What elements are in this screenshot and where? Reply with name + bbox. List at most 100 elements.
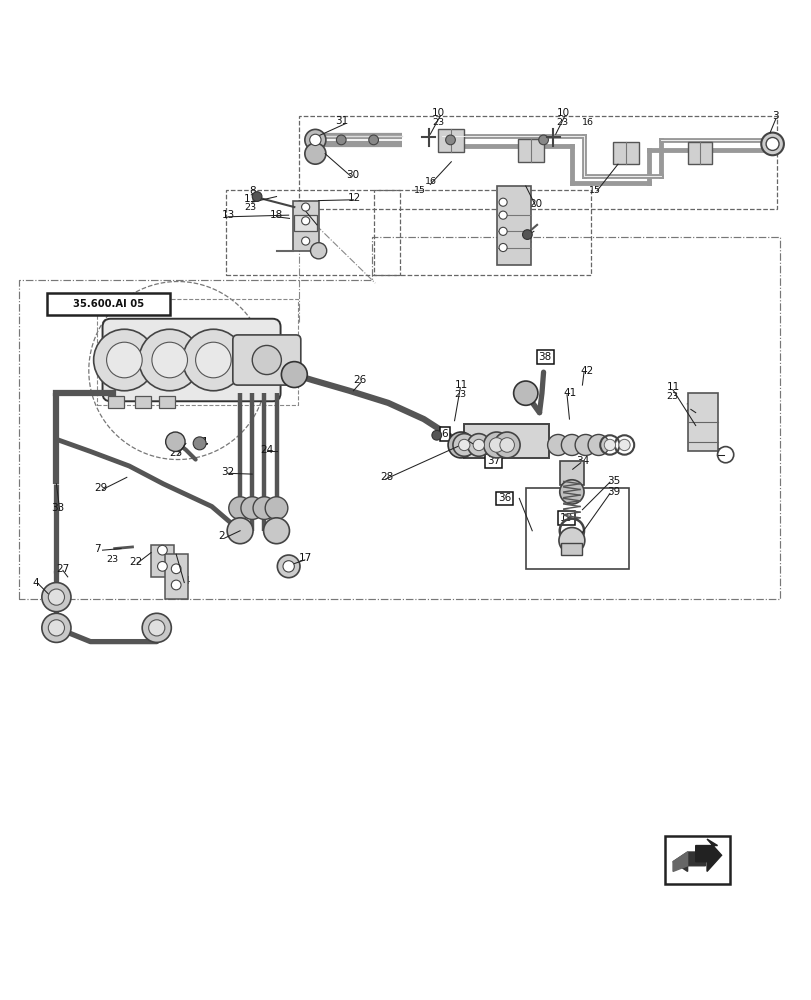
Bar: [525, 488, 629, 569]
Text: 15: 15: [588, 186, 600, 195]
Text: 40: 40: [495, 440, 508, 450]
Bar: [159, 396, 175, 408]
Circle shape: [301, 217, 309, 225]
Circle shape: [171, 564, 181, 574]
Text: 9: 9: [295, 200, 303, 210]
Bar: [664, 836, 729, 884]
Circle shape: [448, 432, 474, 458]
Text: 36: 36: [497, 493, 511, 503]
Bar: [438, 129, 464, 152]
Circle shape: [139, 329, 200, 391]
Text: 2: 2: [464, 434, 470, 444]
FancyBboxPatch shape: [233, 335, 300, 385]
Circle shape: [42, 583, 71, 612]
Bar: [165, 554, 187, 599]
Circle shape: [49, 620, 64, 636]
Circle shape: [560, 434, 581, 455]
Circle shape: [165, 432, 185, 451]
Bar: [135, 396, 151, 408]
Polygon shape: [672, 852, 705, 871]
Circle shape: [559, 480, 583, 504]
Circle shape: [49, 589, 64, 605]
Circle shape: [494, 432, 520, 458]
Circle shape: [301, 203, 309, 211]
Text: 7: 7: [94, 544, 101, 554]
Circle shape: [499, 211, 507, 219]
Text: 23: 23: [454, 390, 466, 399]
Circle shape: [538, 135, 547, 145]
Circle shape: [489, 438, 504, 452]
Circle shape: [431, 430, 441, 440]
Circle shape: [265, 497, 287, 519]
Text: 25: 25: [169, 448, 182, 458]
Text: 39: 39: [606, 487, 619, 497]
Circle shape: [182, 329, 244, 391]
Circle shape: [309, 134, 320, 146]
Circle shape: [152, 342, 187, 378]
Text: 23: 23: [556, 118, 568, 127]
Text: 30: 30: [345, 170, 358, 180]
Text: 35: 35: [606, 476, 619, 486]
Circle shape: [483, 432, 509, 458]
Circle shape: [499, 243, 507, 252]
Text: 24: 24: [260, 445, 273, 455]
Text: 33: 33: [51, 503, 65, 513]
Text: 10: 10: [431, 108, 444, 118]
Bar: [292, 201, 318, 251]
Bar: [687, 142, 711, 164]
Circle shape: [148, 620, 165, 636]
Bar: [226, 190, 400, 275]
Circle shape: [301, 237, 309, 245]
Text: 8: 8: [249, 186, 255, 196]
Circle shape: [281, 362, 307, 388]
Text: 16: 16: [425, 177, 437, 186]
Circle shape: [227, 518, 253, 544]
Circle shape: [304, 129, 325, 150]
Circle shape: [499, 198, 507, 206]
Circle shape: [42, 613, 71, 642]
Bar: [560, 543, 581, 555]
Circle shape: [522, 230, 531, 239]
Circle shape: [252, 345, 281, 375]
Circle shape: [500, 438, 514, 452]
Circle shape: [717, 447, 733, 463]
Circle shape: [603, 439, 615, 451]
Text: 23: 23: [431, 118, 444, 127]
Text: 32: 32: [221, 467, 234, 477]
Circle shape: [587, 434, 608, 455]
Text: 19: 19: [559, 513, 572, 523]
Text: 34: 34: [575, 456, 589, 466]
Circle shape: [283, 561, 294, 572]
Circle shape: [277, 555, 299, 578]
Bar: [151, 545, 174, 577]
Text: 5: 5: [714, 448, 721, 458]
Circle shape: [310, 243, 326, 259]
Bar: [496, 186, 530, 265]
Circle shape: [142, 613, 171, 642]
Text: 13: 13: [221, 210, 234, 220]
Text: 20: 20: [528, 199, 542, 209]
Text: 37: 37: [486, 456, 500, 466]
Circle shape: [253, 497, 276, 519]
Bar: [108, 396, 124, 408]
Bar: [464, 424, 548, 458]
Circle shape: [157, 562, 167, 571]
Text: 41: 41: [562, 388, 576, 398]
Text: 27: 27: [56, 564, 70, 574]
Text: 23: 23: [520, 237, 531, 246]
Circle shape: [171, 580, 181, 590]
Circle shape: [558, 528, 584, 553]
Circle shape: [304, 143, 325, 164]
Text: 10: 10: [556, 108, 569, 118]
Text: 16: 16: [581, 118, 594, 127]
Circle shape: [513, 381, 537, 405]
Circle shape: [760, 133, 783, 155]
Circle shape: [264, 518, 289, 544]
Circle shape: [499, 227, 507, 235]
Text: 18: 18: [270, 210, 283, 220]
Text: 11: 11: [520, 226, 533, 236]
Text: 12: 12: [347, 193, 361, 203]
Text: 28: 28: [380, 472, 393, 482]
Text: 6: 6: [441, 429, 448, 439]
Text: 29: 29: [94, 483, 108, 493]
